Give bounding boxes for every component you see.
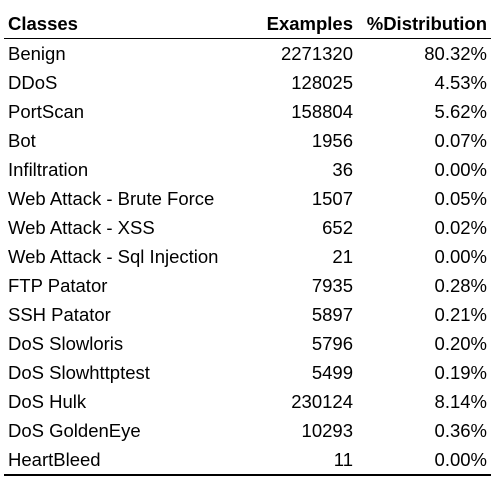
examples-cell: 21 (332, 245, 353, 267)
table-row: Web Attack - XSS 652 0.02% (4, 213, 491, 242)
table-row: Benign 2271320 80.32% (4, 39, 491, 69)
distribution-cell: 0.28% (434, 274, 487, 296)
examples-cell: 11 (244, 445, 357, 476)
examples-cell: 5499 (311, 361, 353, 383)
table-row: Bot 1956 0.07% (4, 126, 491, 155)
class-cell: Web Attack - XSS (8, 216, 155, 238)
table-row: DoS Slowhttptest 5499 0.19% (4, 358, 491, 387)
header-examples: Examples (244, 10, 357, 39)
class-cell: Benign (8, 42, 66, 64)
class-cell: Web Attack - Sql Injection (8, 245, 219, 267)
examples-cell: 10293 (301, 419, 353, 441)
table-row: DoS Slowloris 5796 0.20% (4, 329, 491, 358)
distribution-cell: 0.19% (434, 361, 487, 383)
examples-cell: 2271320 (280, 42, 353, 64)
class-cell: PortScan (8, 100, 85, 122)
header-classes: Classes (4, 10, 244, 39)
distribution-cell: 0.20% (434, 332, 487, 354)
class-cell: FTP Patator (8, 274, 108, 296)
distribution-cell: 5.62% (434, 100, 487, 122)
distribution-cell: 0.21% (434, 303, 487, 325)
distribution-cell: 4.53% (434, 71, 487, 93)
table-body: Benign 2271320 80.32% DDoS 128025 4.53% … (4, 39, 491, 476)
table-row: FTP Patator 7935 0.28% (4, 271, 491, 300)
table-row: PortScan 158804 5.62% (4, 97, 491, 126)
table-row: SSH Patator 5897 0.21% (4, 300, 491, 329)
distribution-cell: 0.05% (434, 187, 487, 209)
table-row: DoS GoldenEye 10293 0.36% (4, 416, 491, 445)
distribution-table-container: Classes Examples %Distribution Benign 22… (4, 10, 491, 476)
class-distribution-table: Classes Examples %Distribution Benign 22… (4, 10, 491, 476)
examples-cell: 230124 (291, 390, 353, 412)
class-cell: Bot (8, 129, 36, 151)
examples-cell: 128025 (291, 71, 353, 93)
table-row: Web Attack - Brute Force 1507 0.05% (4, 184, 491, 213)
header-distribution: %Distribution (357, 10, 491, 39)
table-row: Infiltration 36 0.00% (4, 155, 491, 184)
class-cell: DoS Slowhttptest (8, 361, 150, 383)
distribution-cell: 0.00% (434, 245, 487, 267)
examples-cell: 1956 (311, 129, 353, 151)
distribution-cell: 0.00% (434, 158, 487, 180)
class-cell: HeartBleed (4, 445, 244, 476)
examples-cell: 5897 (311, 303, 353, 325)
distribution-cell: 0.02% (434, 216, 487, 238)
table-row: DoS Hulk 230124 8.14% (4, 387, 491, 416)
distribution-cell: 0.36% (434, 419, 487, 441)
distribution-cell: 80.32% (424, 42, 487, 64)
examples-cell: 652 (322, 216, 353, 238)
class-cell: Infiltration (8, 158, 89, 180)
distribution-cell: 0.07% (434, 129, 487, 151)
class-cell: DoS GoldenEye (8, 419, 141, 441)
class-cell: DoS Hulk (8, 390, 87, 412)
examples-cell: 1507 (311, 187, 353, 209)
distribution-cell: 8.14% (434, 390, 487, 412)
distribution-cell: 0.00% (357, 445, 491, 476)
header-row: Classes Examples %Distribution (4, 10, 491, 39)
class-cell: DoS Slowloris (8, 332, 124, 354)
class-cell: SSH Patator (8, 303, 111, 325)
examples-cell: 7935 (311, 274, 353, 296)
table-header: Classes Examples %Distribution (4, 10, 491, 39)
table-row: HeartBleed 11 0.00% (4, 445, 491, 476)
table-row: DDoS 128025 4.53% (4, 68, 491, 97)
examples-cell: 158804 (291, 100, 353, 122)
class-cell: Web Attack - Brute Force (8, 187, 215, 209)
examples-cell: 36 (332, 158, 353, 180)
examples-cell: 5796 (311, 332, 353, 354)
class-cell: DDoS (8, 71, 58, 93)
table-row: Web Attack - Sql Injection 21 0.00% (4, 242, 491, 271)
